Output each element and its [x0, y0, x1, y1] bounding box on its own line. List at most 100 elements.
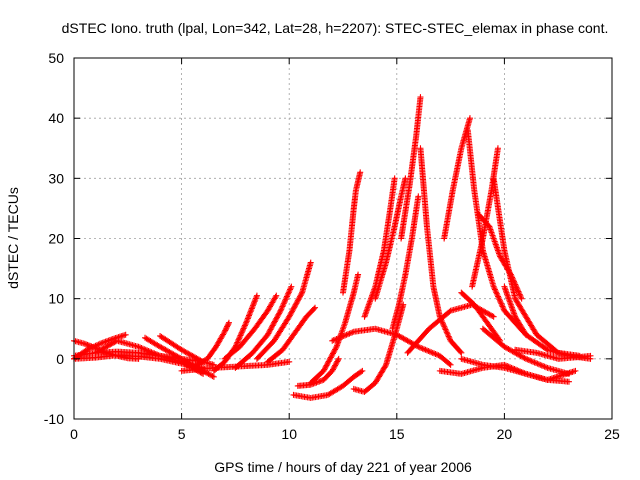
data-point [587, 352, 594, 359]
data-point [277, 307, 284, 314]
data-point [330, 349, 337, 356]
data-point [278, 306, 285, 313]
data-point [528, 358, 535, 365]
data-point [331, 347, 338, 354]
data-point [402, 175, 409, 182]
data-point [249, 302, 256, 309]
data-point [289, 308, 296, 315]
data-point [416, 344, 423, 351]
data-point [422, 346, 429, 353]
data-point [502, 362, 509, 369]
data-point [510, 365, 517, 372]
data-point [359, 367, 366, 374]
data-point [321, 366, 328, 373]
y-tick-label: 50 [48, 50, 64, 66]
data-point [252, 296, 259, 303]
data-point [496, 336, 503, 343]
data-point [517, 294, 524, 301]
data-point [538, 362, 545, 369]
series-11 [232, 283, 295, 371]
data-point [509, 275, 516, 282]
data-point [296, 293, 303, 300]
data-point [294, 299, 301, 306]
data-point [266, 329, 273, 336]
data-point [440, 322, 447, 329]
data-point [441, 325, 448, 332]
chart-title: dSTEC Iono. truth (lpal, Lon=342, Lat=28… [62, 20, 609, 36]
data-point [236, 333, 243, 340]
data-point [283, 293, 290, 300]
data-point [426, 348, 433, 355]
data-point [509, 274, 516, 281]
x-tick-label: 0 [70, 426, 78, 442]
data-point [458, 349, 465, 356]
data-point [512, 281, 519, 288]
data-point [92, 342, 99, 349]
data-point [244, 316, 251, 323]
data-point [250, 301, 257, 308]
data-point [251, 299, 258, 306]
data-point [493, 289, 500, 296]
x-tick-label: 5 [178, 426, 186, 442]
data-point [493, 290, 500, 297]
data-point [234, 338, 241, 345]
data-point [342, 332, 349, 339]
data-point [508, 273, 515, 280]
data-point [265, 330, 272, 337]
data-point [278, 304, 285, 311]
data-point [286, 313, 293, 320]
data-point [267, 326, 274, 333]
data-point [391, 175, 398, 182]
data-point [507, 270, 514, 277]
data-point [329, 350, 336, 357]
data-point [237, 332, 244, 339]
data-point [418, 345, 425, 352]
data-point [307, 259, 314, 266]
data-point [95, 341, 102, 348]
data-point [291, 303, 298, 310]
data-point [234, 339, 241, 346]
y-tick-label: 0 [56, 351, 64, 367]
data-point [518, 369, 525, 376]
data-point [524, 356, 531, 363]
data-point [494, 292, 501, 299]
data-point [513, 284, 520, 291]
data-point [500, 304, 507, 311]
data-point [243, 319, 250, 326]
data-point [329, 366, 336, 373]
y-tick-label: 30 [48, 170, 64, 186]
data-point [268, 325, 275, 332]
data-point [428, 349, 435, 356]
data-point [251, 298, 258, 305]
data-point [492, 287, 499, 294]
series-17 [307, 271, 362, 386]
data-point [433, 351, 440, 358]
data-point [444, 330, 451, 337]
data-point [332, 336, 339, 343]
data-point [93, 342, 100, 349]
data-point [507, 364, 514, 371]
data-point [281, 299, 288, 306]
data-point [445, 332, 452, 339]
data-point [343, 331, 350, 338]
data-point [248, 306, 255, 313]
data-point [297, 292, 304, 299]
data-point [135, 343, 142, 350]
data-point [419, 345, 426, 352]
data-point [490, 283, 497, 290]
y-axis-label: dSTEC / TECUs [5, 187, 21, 289]
data-point [138, 345, 145, 352]
data-point [543, 345, 550, 352]
data-point [521, 355, 528, 362]
data-point [241, 323, 248, 330]
data-point [270, 321, 277, 328]
data-point [447, 361, 454, 368]
series-23 [398, 94, 424, 242]
data-point [505, 363, 512, 370]
data-point [245, 312, 252, 319]
data-point [240, 325, 247, 332]
data-point [340, 332, 347, 339]
data-point [285, 290, 292, 297]
data-point [510, 277, 517, 284]
data-point [252, 295, 259, 302]
